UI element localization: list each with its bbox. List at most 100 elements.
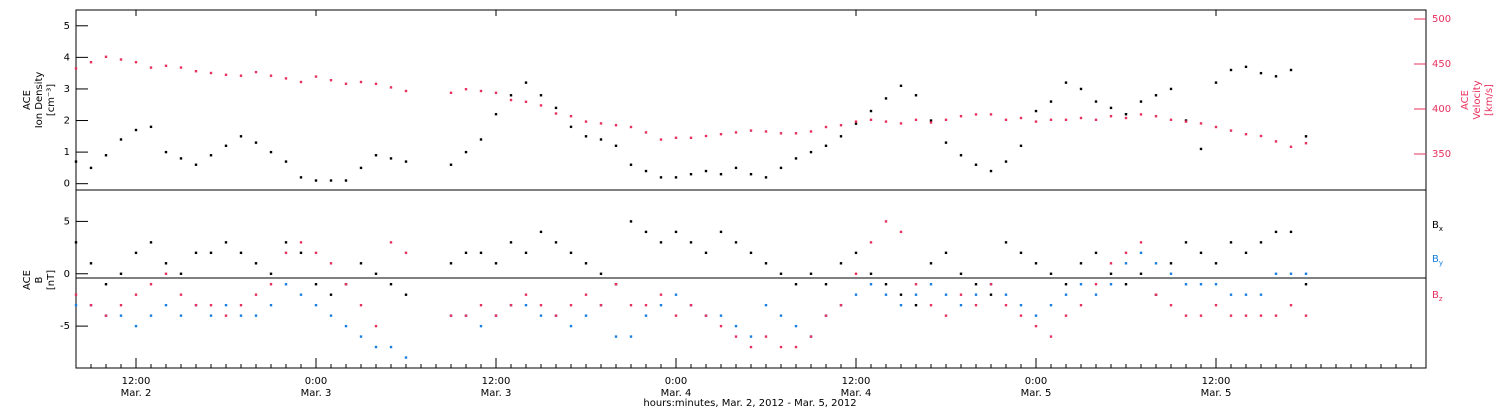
bottom-point <box>179 293 183 296</box>
bottom-point <box>149 241 153 244</box>
bottom-point <box>869 283 873 286</box>
top-point <box>344 82 348 85</box>
bottom-point <box>734 324 738 328</box>
bottom-point <box>809 335 813 338</box>
bottom-point <box>1304 272 1308 275</box>
top-point <box>329 179 333 182</box>
bottom-point <box>1244 251 1248 255</box>
top-point <box>644 131 648 134</box>
top-point <box>1229 68 1233 72</box>
bottom-point <box>239 251 243 255</box>
bottom-point <box>764 303 768 307</box>
bottom-point <box>974 293 978 296</box>
bottom-point <box>1004 241 1008 244</box>
bottom-point <box>1109 272 1113 275</box>
top-point <box>749 129 753 132</box>
top-point <box>689 136 693 139</box>
bottom-point <box>749 345 753 349</box>
bottom-point <box>1064 293 1068 296</box>
bottom-point <box>884 283 888 286</box>
bottom-point <box>1109 262 1113 265</box>
b-axis-title: ACE B [nT] <box>22 270 57 290</box>
bottom-point <box>1199 314 1203 317</box>
density-axis-title: ACE Ion Density [cm⁻³] <box>22 72 57 129</box>
bottom-point <box>674 230 678 234</box>
top-point <box>269 74 273 77</box>
top-point <box>914 94 918 97</box>
top-point <box>179 157 183 160</box>
top-point <box>359 80 363 84</box>
bottom-point <box>779 314 783 317</box>
top-point <box>584 120 588 123</box>
bottom-point <box>1139 272 1143 275</box>
bottom-point <box>974 283 978 286</box>
bottom-point <box>1124 262 1128 265</box>
top-point <box>404 160 408 163</box>
bottom-point <box>359 335 363 338</box>
bottom-point <box>404 356 408 359</box>
top-point <box>104 154 108 157</box>
bottom-point <box>1004 293 1008 296</box>
top-point <box>1064 81 1068 84</box>
top-point <box>629 125 633 129</box>
bottom-series-2 <box>74 220 1308 349</box>
top-point <box>224 144 228 147</box>
top-point <box>974 113 978 116</box>
top-point <box>674 136 678 139</box>
top-point <box>614 144 618 147</box>
legend-bz: Bz <box>1432 290 1443 303</box>
bottom-series-0 <box>74 220 1308 307</box>
x-tick-date-3: Mar. 4 <box>661 388 692 399</box>
bottom-point <box>239 303 243 307</box>
top-series-1 <box>74 55 1308 148</box>
bottom-point <box>1244 293 1248 296</box>
bottom-point <box>344 324 348 328</box>
bottom-point <box>1199 251 1203 255</box>
top-point <box>779 166 783 170</box>
top-point <box>1034 120 1038 123</box>
x-tick-label-2: 12:00 <box>482 376 511 387</box>
bottom-point <box>164 262 168 265</box>
bottom-point <box>599 303 603 307</box>
top-point <box>1289 68 1293 72</box>
bottom-point <box>389 283 393 286</box>
x-tick-label-5: 0:00 <box>1025 376 1047 387</box>
bottom-point <box>584 314 588 317</box>
legend: Bx By Bz <box>1432 220 1443 303</box>
bottom-point <box>104 283 108 286</box>
bottom-point <box>1079 283 1083 286</box>
bottom-point <box>1079 262 1083 265</box>
bottom-point <box>689 241 693 244</box>
bottom-point <box>824 283 828 286</box>
bottom-point <box>884 220 888 223</box>
top-point <box>854 122 858 125</box>
top-point <box>554 106 558 110</box>
bottom-point <box>899 293 903 296</box>
top-left-axis: 0 1 2 3 4 5 <box>64 21 88 190</box>
top-point <box>839 135 843 138</box>
bottom-point <box>1259 241 1263 244</box>
top-point <box>704 134 708 138</box>
top-point <box>1049 118 1053 121</box>
top-point <box>569 115 573 118</box>
bottom-point <box>179 314 183 317</box>
bottom-point <box>929 283 933 286</box>
bottom-point <box>209 314 213 317</box>
bottom-point <box>254 314 258 317</box>
bottom-point <box>404 251 408 255</box>
top-point <box>959 154 963 157</box>
top-point <box>149 66 153 69</box>
top-point <box>479 138 483 141</box>
bottom-point <box>734 335 738 338</box>
top-point <box>539 104 543 107</box>
top-point <box>524 81 528 84</box>
top-point <box>1169 118 1173 121</box>
bottom-point <box>314 283 318 286</box>
top-point <box>824 144 828 147</box>
top-point <box>179 66 183 69</box>
bottom-point <box>479 303 483 307</box>
top-point <box>1094 118 1098 121</box>
bottom-point <box>479 251 483 255</box>
top-point <box>749 173 753 176</box>
bottom-point <box>749 251 753 255</box>
